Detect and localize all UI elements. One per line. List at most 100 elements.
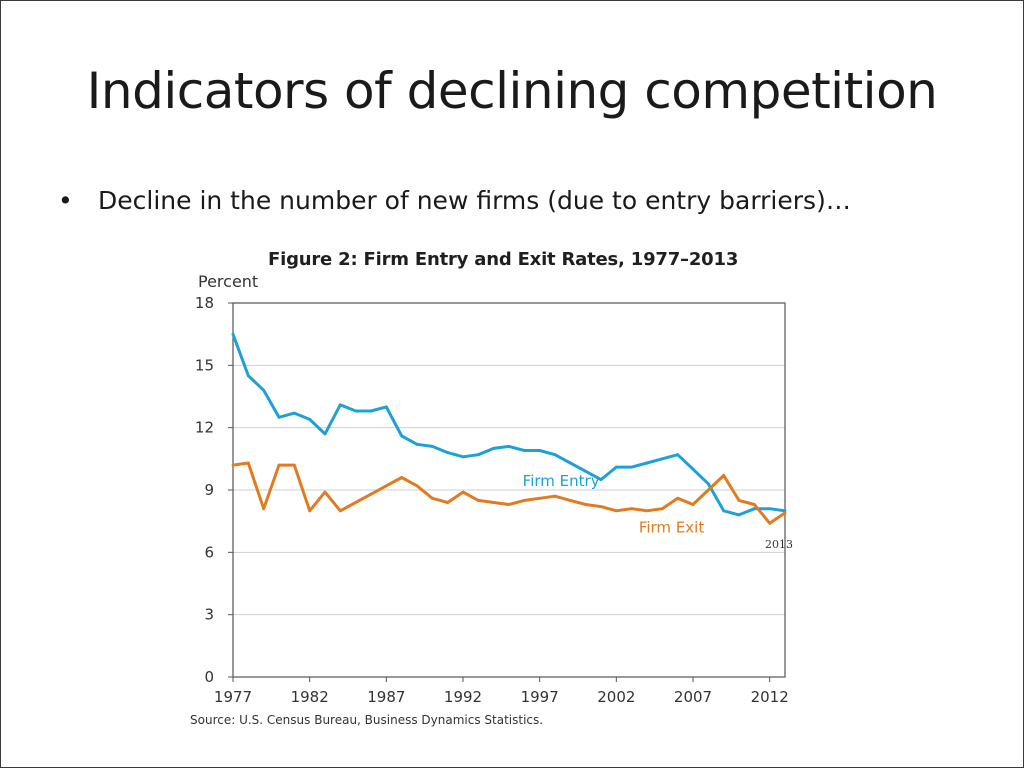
x-tick-label: 1982	[291, 688, 329, 706]
data-point	[752, 507, 756, 511]
data-point	[522, 449, 526, 452]
data-point	[369, 492, 373, 496]
data-point	[507, 503, 511, 506]
data-point	[722, 509, 726, 513]
data-point	[737, 499, 741, 502]
y-tick-label: 15	[195, 356, 214, 374]
data-point	[415, 442, 419, 446]
y-tick-label: 12	[195, 419, 214, 437]
chart-series	[231, 332, 787, 525]
y-tick-label: 18	[195, 294, 214, 312]
data-point	[691, 467, 695, 471]
data-point	[246, 374, 250, 378]
data-point	[584, 503, 588, 506]
data-point	[262, 388, 266, 392]
data-point	[415, 484, 419, 488]
data-point	[768, 521, 772, 525]
chart-gridlines	[233, 364, 785, 616]
data-point	[584, 469, 588, 473]
data-point	[384, 405, 388, 409]
data-point	[492, 501, 496, 504]
series-firm-entry	[231, 332, 787, 517]
data-point	[599, 505, 603, 508]
data-point	[461, 455, 465, 459]
x-tick-label: 2012	[751, 688, 789, 706]
data-point	[292, 411, 296, 415]
data-point	[599, 478, 603, 481]
data-point	[246, 461, 250, 465]
data-point	[783, 511, 787, 515]
data-point	[630, 465, 634, 469]
data-point	[492, 447, 496, 450]
x-tick-label: 1992	[444, 688, 482, 706]
data-point	[783, 509, 787, 513]
data-point	[354, 501, 358, 504]
data-point	[645, 509, 649, 513]
data-point	[338, 403, 342, 407]
data-point	[538, 449, 542, 452]
data-point	[630, 507, 634, 511]
series-line	[232, 461, 786, 525]
data-point	[369, 409, 373, 413]
data-point	[446, 451, 450, 454]
data-point	[308, 509, 312, 513]
data-point	[292, 463, 296, 467]
y-tick-label: 9	[204, 481, 214, 499]
data-point	[231, 463, 235, 467]
data-point	[614, 465, 618, 469]
data-point	[691, 503, 695, 506]
data-point	[768, 507, 772, 511]
data-point	[323, 490, 327, 494]
data-point	[384, 484, 388, 488]
bullet-text: Decline in the number of new firms (due …	[98, 186, 851, 215]
data-point	[614, 509, 618, 513]
x-tick-label: 1977	[214, 688, 252, 706]
data-point	[706, 482, 710, 486]
data-point	[446, 501, 450, 504]
data-point	[277, 463, 281, 467]
data-point	[737, 513, 741, 517]
series-labels: Firm Entry Firm Exit 2013	[523, 472, 793, 551]
data-point	[400, 476, 404, 479]
slide-title: Indicators of declining competition	[86, 62, 938, 120]
x-axis-ticks: 1977 1982 1987 1992 1997 2002 2007 2012	[214, 677, 789, 706]
data-point	[676, 453, 680, 457]
x-tick-label: 2002	[597, 688, 635, 706]
data-point	[231, 332, 235, 336]
data-point	[461, 490, 465, 494]
data-point	[568, 461, 572, 465]
end-year-label: 2013	[765, 538, 793, 551]
data-point	[676, 496, 680, 500]
x-tick-label: 1987	[367, 688, 405, 706]
data-point	[538, 496, 542, 500]
series-line	[231, 333, 786, 517]
y-tick-label: 0	[204, 668, 214, 686]
data-point	[522, 499, 526, 502]
x-tick-label: 1997	[521, 688, 559, 706]
series-firm-exit	[231, 461, 787, 525]
data-point	[323, 432, 327, 436]
data-point	[308, 418, 312, 421]
x-tick-label: 2007	[674, 688, 712, 706]
bullet-marker: •	[58, 186, 73, 215]
data-point	[752, 503, 756, 506]
y-tick-label: 3	[204, 606, 214, 624]
data-point	[706, 488, 710, 492]
data-point	[568, 499, 572, 502]
data-point	[507, 445, 511, 448]
data-point	[476, 453, 480, 457]
data-point	[553, 494, 557, 498]
chart-source-note: Source: U.S. Census Bureau, Business Dyn…	[190, 713, 544, 727]
data-point	[722, 474, 726, 477]
data-point	[338, 509, 342, 513]
series-label-firm-entry: Firm Entry	[523, 472, 600, 490]
data-point	[476, 499, 480, 502]
data-point	[660, 457, 664, 461]
series-label-firm-exit: Firm Exit	[639, 519, 705, 537]
y-tick-label: 6	[204, 543, 214, 561]
data-point	[400, 434, 404, 438]
data-point	[430, 445, 434, 448]
data-point	[553, 453, 557, 457]
